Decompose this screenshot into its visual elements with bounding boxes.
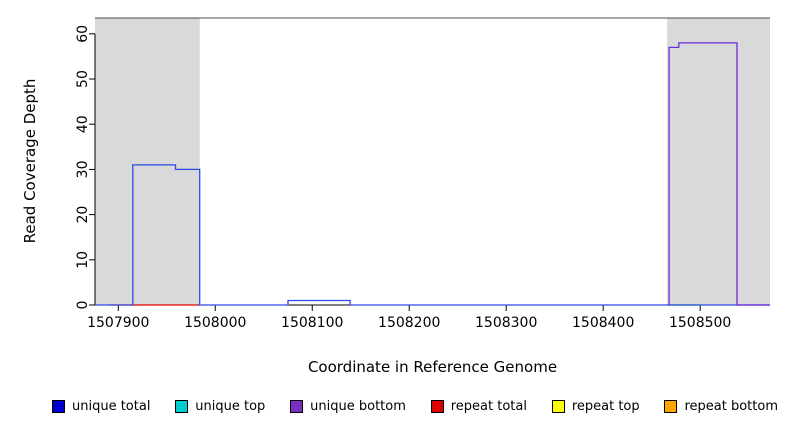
series-unique-total: [95, 164, 770, 306]
series-unique-bottom: [668, 42, 770, 306]
x-tick-label: 1508300: [475, 315, 537, 331]
legend-label-repeat-bottom: repeat bottom: [684, 399, 778, 414]
y-tick-label: 10: [75, 251, 91, 269]
legend-label-unique-top: unique top: [195, 399, 266, 414]
y-tick-label: 0: [75, 301, 91, 310]
x-tick-label: 1508100: [281, 315, 343, 331]
legend-item-unique-total: unique total: [52, 399, 150, 414]
legend-item-unique-bottom: unique bottom: [290, 399, 406, 414]
legend-label-repeat-total: repeat total: [450, 399, 527, 414]
x-tick-label: 1508400: [572, 315, 634, 331]
y-tick-label: 50: [75, 70, 91, 88]
x-tick-label: 1508200: [378, 315, 440, 331]
shaded-region: [95, 18, 200, 305]
legend-item-repeat-total: repeat total: [430, 399, 527, 414]
legend-label-unique-total: unique total: [72, 399, 151, 414]
x-tick-label: 1508500: [669, 315, 731, 331]
legend-swatch-unique-total: [52, 400, 65, 413]
coverage-plot: 1507900 1508000 1508100 1508200 1508300 15084…: [75, 17, 770, 331]
shaded-region: [667, 18, 770, 305]
legend-swatch-repeat-total: [430, 400, 444, 413]
y-tick-label: 60: [75, 25, 91, 43]
legend-label-repeat-top: repeat top: [571, 399, 640, 414]
y-tick-label: 40: [75, 115, 91, 133]
x-tick-label: 1507900: [87, 315, 149, 331]
legend: unique total unique top unique bottom re…: [0, 399, 792, 414]
legend-item-repeat-bottom: repeat bottom: [664, 399, 778, 414]
y-tick-label: 30: [75, 160, 91, 178]
y-tick-label: 20: [75, 206, 91, 224]
legend-swatch-repeat-top: [551, 400, 565, 413]
legend-item-repeat-top: repeat top: [551, 399, 640, 414]
legend-swatch-unique-top: [175, 400, 189, 413]
legend-swatch-unique-bottom: [290, 400, 304, 413]
legend-label-unique-bottom: unique bottom: [310, 399, 406, 414]
legend-item-unique-top: unique top: [175, 399, 265, 414]
y-axis-label: Read Coverage Depth: [21, 78, 39, 244]
x-axis-label: Coordinate in Reference Genome: [307, 358, 558, 376]
legend-swatch-repeat-bottom: [664, 400, 678, 413]
x-tick-label: 1508000: [184, 315, 246, 331]
